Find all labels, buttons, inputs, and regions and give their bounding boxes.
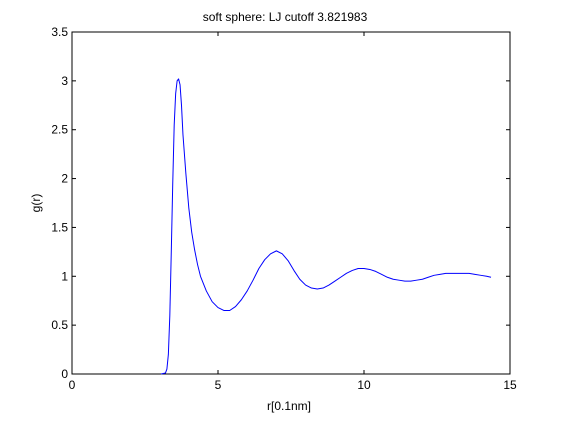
y-tick-label: 0: [61, 367, 68, 381]
chart-title: soft sphere: LJ cutoff 3.821983: [203, 10, 368, 24]
y-tick-label: 0.5: [51, 318, 68, 332]
x-tick-label: 10: [357, 378, 371, 392]
x-tick-label: 15: [503, 378, 517, 392]
y-tick-label: 3: [61, 74, 68, 88]
y-tick-label: 2.5: [51, 123, 68, 137]
y-tick-label: 1: [61, 269, 68, 283]
x-tick-label: 5: [215, 378, 222, 392]
y-tick-label: 2: [61, 172, 68, 186]
y-axis-label: g(r): [29, 194, 43, 213]
plot-frame: [72, 32, 510, 374]
x-tick-label: 0: [69, 378, 76, 392]
plot-area: [72, 32, 510, 374]
y-tick-label: 3.5: [51, 25, 68, 39]
y-tick-label: 1.5: [51, 220, 68, 234]
x-axis-label: r[0.1nm]: [267, 399, 311, 413]
